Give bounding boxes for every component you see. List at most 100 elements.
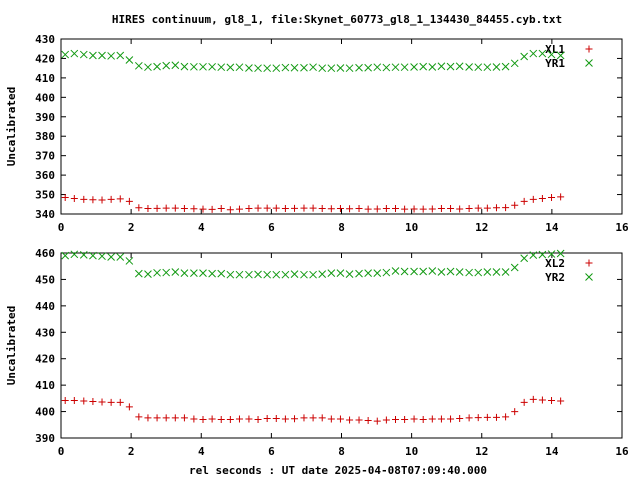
data-point-xl1 — [318, 205, 326, 213]
data-point-yr1 — [300, 63, 308, 72]
data-point-xl1 — [336, 205, 344, 213]
data-point-xl1 — [254, 204, 262, 212]
data-point-yr1 — [272, 64, 281, 73]
data-point-xl1 — [428, 205, 436, 213]
data-point-yr1 — [364, 63, 373, 72]
data-point-yr2 — [226, 270, 235, 279]
y-tick-label: 340 — [35, 208, 55, 221]
x-tick-label: 8 — [338, 221, 345, 234]
data-point-yr2 — [272, 270, 281, 279]
y-tick-label: 420 — [35, 52, 55, 65]
data-point-xl1 — [346, 205, 354, 213]
data-point-yr2 — [79, 250, 88, 259]
data-point-xl2 — [190, 415, 198, 423]
data-point-xl1 — [162, 204, 170, 212]
data-point-xl1 — [208, 205, 216, 213]
data-point-xl2 — [492, 413, 500, 421]
data-point-xl2 — [391, 416, 399, 423]
data-point-xl1 — [456, 205, 464, 213]
data-point-yr2 — [245, 270, 253, 279]
data-point-xl1 — [492, 204, 500, 212]
plot-frame — [60, 38, 623, 215]
data-point-xl2 — [355, 416, 363, 424]
data-point-yr1 — [180, 62, 189, 71]
data-point-yr1 — [455, 62, 464, 71]
data-point-yr2 — [134, 269, 143, 278]
data-point-xl1 — [89, 196, 97, 204]
legend-marker-yr2 — [585, 273, 593, 281]
data-point-xl1 — [272, 204, 280, 212]
data-point-yr1 — [263, 64, 272, 73]
data-point-yr1 — [538, 49, 547, 58]
data-point-yr2 — [428, 267, 437, 275]
data-point-yr2 — [263, 270, 272, 279]
x-axis-label: rel seconds : UT date 2025-04-08T07:09:4… — [189, 464, 487, 477]
data-point-xl1 — [465, 205, 473, 213]
data-point-xl1 — [245, 205, 253, 213]
data-point-xl1 — [70, 194, 78, 202]
y-tick-label: 430 — [35, 326, 55, 339]
data-point-xl2 — [89, 398, 97, 406]
data-point-yr2 — [465, 268, 473, 277]
x-tick-label: 10 — [405, 445, 418, 458]
data-point-yr2 — [70, 250, 79, 259]
y-tick-label: 430 — [35, 33, 55, 46]
data-point-xl2 — [291, 415, 299, 423]
data-point-yr2 — [61, 251, 70, 260]
data-point-xl1 — [135, 204, 143, 212]
data-point-yr2 — [217, 269, 226, 278]
data-point-xl2 — [116, 398, 124, 406]
plot-frame — [60, 252, 623, 439]
data-point-xl1 — [309, 204, 317, 212]
data-point-xl2 — [456, 414, 464, 422]
data-point-yr2 — [547, 250, 556, 258]
data-point-xl2 — [272, 414, 280, 422]
data-point-xl2 — [171, 414, 179, 422]
data-point-yr2 — [382, 268, 391, 277]
x-tick-label: 0 — [58, 221, 65, 234]
data-point-xl1 — [235, 205, 243, 213]
data-point-yr2 — [300, 270, 308, 279]
data-point-yr2 — [345, 270, 354, 278]
data-point-xl2 — [217, 416, 225, 423]
data-point-yr1 — [520, 52, 529, 61]
data-point-yr1 — [437, 62, 446, 71]
x-tick-label: 12 — [475, 221, 488, 234]
data-point-yr1 — [61, 50, 70, 59]
data-point-yr1 — [373, 63, 382, 72]
data-point-yr2 — [538, 250, 547, 259]
legend-marker-xl2 — [585, 259, 593, 267]
data-point-xl1 — [437, 205, 445, 213]
y-axis-label: Uncalibrated — [5, 306, 18, 385]
data-point-xl2 — [419, 416, 427, 423]
data-point-yr1 — [290, 63, 299, 72]
data-point-xl2 — [208, 415, 216, 423]
data-point-xl2 — [254, 416, 262, 423]
data-point-xl1 — [98, 196, 106, 204]
data-point-yr1 — [125, 56, 134, 64]
data-point-yr1 — [446, 62, 455, 71]
data-point-yr2 — [235, 270, 244, 279]
data-point-xl2 — [300, 414, 308, 422]
y-tick-label: 400 — [35, 91, 55, 104]
data-point-xl1 — [557, 193, 565, 201]
data-point-xl1 — [502, 204, 510, 212]
data-point-yr1 — [190, 62, 198, 71]
data-point-yr2 — [290, 270, 299, 278]
legend-label-yr1: YR1 — [545, 57, 565, 70]
data-point-xl2 — [61, 396, 69, 404]
bottom-panel: 0 2 4 6 8 10 12 14 16 390 400 410 420 430 440 450 460 Unc… — [5, 247, 629, 458]
legend-label-yr2: YR2 — [545, 271, 565, 284]
data-point-xl2 — [557, 397, 565, 405]
data-point-xl1 — [382, 205, 390, 213]
top-panel: 0 2 4 6 8 10 12 14 16 340 350 360 370 380 390 400 410 420… — [5, 33, 629, 234]
data-point-xl1 — [226, 206, 234, 214]
y-tick-label: 410 — [35, 379, 55, 392]
y-axis-label: Uncalibrated — [5, 87, 18, 166]
data-point-xl1 — [199, 205, 207, 213]
data-point-xl1 — [391, 205, 399, 213]
data-point-yr1 — [245, 64, 253, 72]
data-point-xl2 — [318, 414, 326, 422]
data-point-yr1 — [355, 63, 363, 72]
legend-label-xl2: XL2 — [545, 257, 565, 270]
